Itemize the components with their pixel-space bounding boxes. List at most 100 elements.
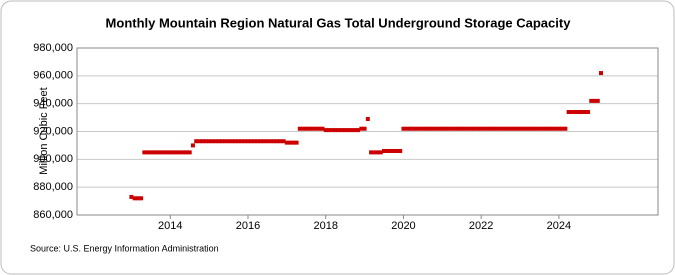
data-point [320, 126, 325, 131]
data-point [242, 139, 247, 144]
y-tick-label: 900,000 [33, 153, 73, 165]
x-tick-label: 2018 [313, 220, 337, 232]
data-point [537, 126, 542, 131]
data-point [550, 126, 555, 131]
data-point [362, 126, 367, 131]
data-point [508, 126, 513, 131]
data-point [514, 126, 519, 131]
x-tick-label: 2016 [236, 220, 260, 232]
y-tick-label: 980,000 [33, 42, 73, 54]
y-tick-label: 860,000 [33, 209, 73, 221]
y-tick-label: 920,000 [33, 125, 73, 137]
data-point [469, 126, 474, 131]
data-point [543, 126, 548, 131]
data-point [216, 139, 221, 144]
data-point [466, 126, 471, 131]
data-point [518, 126, 523, 131]
data-point [317, 126, 322, 131]
data-point [349, 128, 354, 133]
data-point [372, 150, 377, 155]
data-point [579, 110, 584, 115]
data-point [475, 126, 480, 131]
data-point [433, 126, 438, 131]
data-point [132, 196, 137, 201]
data-point [288, 140, 293, 145]
data-point [540, 126, 545, 131]
data-point [437, 126, 442, 131]
data-point [297, 126, 302, 131]
data-point [407, 126, 412, 131]
data-point [145, 150, 150, 155]
data-point [304, 126, 309, 131]
data-point [382, 148, 387, 153]
data-point [566, 110, 571, 115]
data-point [171, 150, 176, 155]
data-point [229, 139, 234, 144]
data-point [184, 150, 189, 155]
data-point [307, 126, 312, 131]
data-point [197, 139, 202, 144]
data-point [310, 126, 315, 131]
data-point [252, 139, 257, 144]
data-point [563, 126, 568, 131]
data-point [530, 126, 535, 131]
y-axis-label: Million Cubic Feet [38, 87, 50, 174]
data-point [385, 148, 390, 153]
data-point [485, 126, 490, 131]
data-point [511, 126, 516, 131]
x-tick-label: 2014 [158, 220, 182, 232]
data-point [446, 126, 451, 131]
data-point [255, 139, 260, 144]
data-point [388, 148, 393, 153]
data-point [152, 150, 157, 155]
data-point [488, 126, 493, 131]
data-point [378, 150, 383, 155]
data-point [213, 139, 218, 144]
data-point [527, 126, 532, 131]
data-point [203, 139, 208, 144]
data-point [482, 126, 487, 131]
data-point [453, 126, 458, 131]
data-point [326, 128, 331, 133]
x-tick-label: 2024 [547, 220, 571, 232]
chart-title: Monthly Mountain Region Natural Gas Tota… [106, 15, 572, 30]
x-tick-label: 2020 [391, 220, 415, 232]
data-point [346, 128, 351, 133]
data-point [233, 139, 238, 144]
data-point [586, 110, 591, 115]
y-tick-label: 940,000 [33, 98, 73, 110]
data-point [521, 126, 526, 131]
data-point [427, 126, 432, 131]
y-tick-label: 960,000 [33, 70, 73, 82]
data-point [472, 126, 477, 131]
data-point [223, 139, 228, 144]
data-point [459, 126, 464, 131]
data-point [258, 139, 263, 144]
data-point [582, 110, 587, 115]
data-point [161, 150, 166, 155]
data-point [462, 126, 467, 131]
source-note: Source: U.S. Energy Information Administ… [30, 243, 219, 253]
x-tick-label: 2022 [469, 220, 493, 232]
data-point [553, 126, 558, 131]
data-point [181, 150, 186, 155]
data-point [369, 150, 374, 155]
data-point [352, 128, 357, 133]
data-point [404, 126, 409, 131]
data-point [417, 126, 422, 131]
data-point [271, 139, 276, 144]
data-point [424, 126, 429, 131]
data-point [278, 139, 283, 144]
data-point [524, 126, 529, 131]
data-point [498, 126, 503, 131]
data-point [365, 116, 370, 121]
data-point [411, 126, 416, 131]
data-point [391, 148, 396, 153]
data-point [268, 139, 273, 144]
data-point [194, 139, 199, 144]
data-point [301, 126, 306, 131]
data-point [573, 110, 578, 115]
data-point [210, 139, 215, 144]
data-point [294, 140, 299, 145]
